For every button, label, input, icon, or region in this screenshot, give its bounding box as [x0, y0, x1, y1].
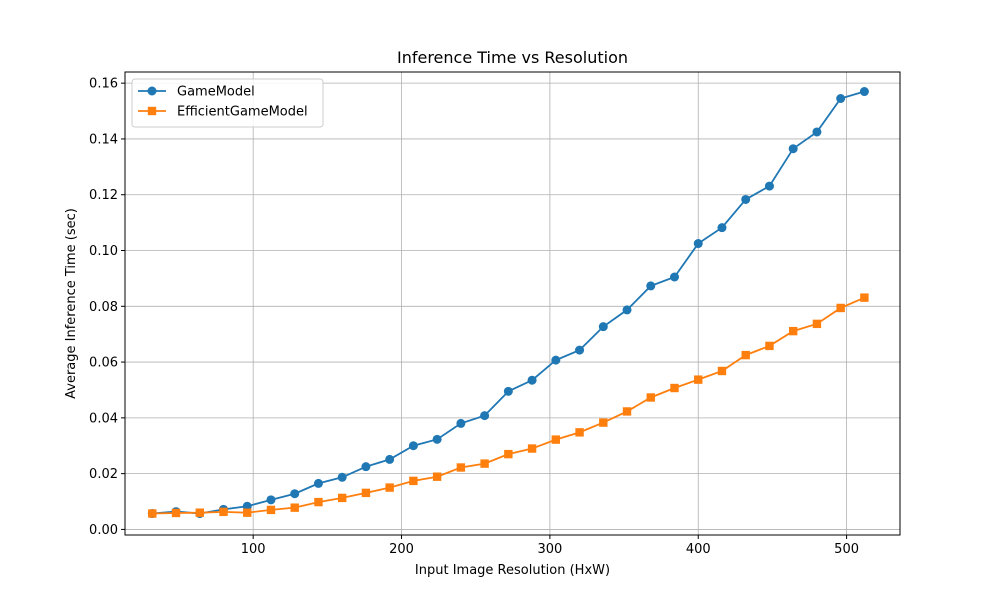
y-tick-label: 0.00: [89, 523, 118, 538]
data-point: [527, 444, 537, 453]
data-point: [622, 305, 632, 315]
series-line: [152, 296, 865, 515]
y-tick-label: 0.16: [89, 77, 118, 92]
series-layer: [147, 87, 869, 519]
data-point: [575, 428, 584, 437]
data-point: [527, 375, 537, 385]
data-point: [290, 489, 300, 499]
y-tick-label: 0.08: [89, 300, 118, 315]
series-efficientgamemodel: [148, 293, 869, 518]
y-tick-label: 0.02: [89, 467, 118, 482]
x-tick-label: 300: [537, 542, 562, 557]
x-tick-label: 100: [241, 542, 266, 557]
data-point: [385, 454, 395, 464]
data-point: [836, 303, 845, 313]
data-point: [764, 181, 774, 191]
data-point: [503, 386, 513, 396]
data-point: [694, 375, 703, 384]
data-point: [219, 507, 228, 517]
data-point: [622, 407, 632, 416]
data-point: [266, 505, 276, 515]
x-tick-label: 400: [686, 542, 711, 557]
legend-marker: [147, 106, 157, 116]
data-point: [243, 508, 252, 517]
data-point: [575, 345, 585, 355]
data-point: [361, 462, 371, 472]
data-point: [598, 322, 608, 332]
y-tick-label: 0.14: [89, 132, 118, 147]
legend-box: [131, 78, 324, 128]
data-point: [361, 488, 371, 498]
data-point: [456, 418, 466, 428]
data-point: [314, 497, 323, 507]
data-point: [788, 144, 798, 154]
legend-marker: [147, 86, 157, 96]
y-tick-label: 0.04: [89, 411, 118, 426]
data-point: [788, 326, 798, 336]
data-point: [432, 472, 442, 481]
data-point: [337, 493, 347, 503]
data-point: [599, 418, 608, 427]
x-axis-label: Input Image Resolution (HxW): [415, 563, 610, 578]
legend-label: GameModel: [177, 85, 255, 100]
x-tick-label: 500: [834, 542, 859, 557]
data-point: [551, 355, 561, 365]
y-tick-label: 0.12: [89, 188, 118, 203]
plot-frame: [124, 71, 901, 536]
data-point: [409, 476, 418, 486]
data-point: [836, 93, 846, 103]
data-point: [432, 434, 442, 444]
x-tick-label: 200: [389, 542, 414, 557]
data-point: [385, 483, 394, 492]
ticks-layer: 100 200 300 400 500 0.00 0.02 0.04 0.06 0.08 0.10 0…: [89, 77, 859, 557]
data-point: [266, 495, 276, 505]
data-point: [337, 472, 347, 482]
chart-title: Inference Time vs Resolution: [397, 48, 628, 67]
legend-item: GameModel: [138, 85, 255, 100]
data-point: [195, 508, 204, 517]
legend-item: EfficientGameModel: [138, 105, 308, 120]
data-point: [148, 509, 157, 518]
data-point: [765, 341, 774, 351]
data-point: [646, 393, 655, 402]
legend-label: EfficientGameModel: [177, 105, 308, 120]
data-point: [504, 449, 513, 459]
grid-layer: [125, 72, 900, 535]
y-tick-label: 0.10: [89, 244, 118, 259]
data-point: [693, 239, 703, 249]
data-point: [480, 459, 489, 468]
y-tick-label: 0.06: [89, 356, 118, 371]
y-axis-label: Average Inference Time (sec): [64, 208, 79, 399]
data-point: [741, 194, 751, 204]
data-point: [812, 319, 822, 329]
data-point: [670, 272, 680, 282]
data-point: [859, 87, 869, 97]
data-point: [646, 281, 656, 291]
data-point: [717, 223, 727, 233]
legend: GameModel EfficientGameModel: [131, 78, 324, 128]
data-point: [313, 478, 323, 488]
data-point: [551, 435, 561, 444]
data-point: [717, 366, 727, 376]
data-point: [741, 350, 750, 360]
data-point: [456, 463, 466, 472]
data-point: [860, 293, 869, 302]
data-point: [670, 383, 679, 393]
data-point: [812, 127, 822, 137]
data-point: [480, 411, 490, 421]
data-point: [408, 441, 418, 451]
data-point: [171, 508, 181, 518]
data-point: [290, 503, 299, 512]
